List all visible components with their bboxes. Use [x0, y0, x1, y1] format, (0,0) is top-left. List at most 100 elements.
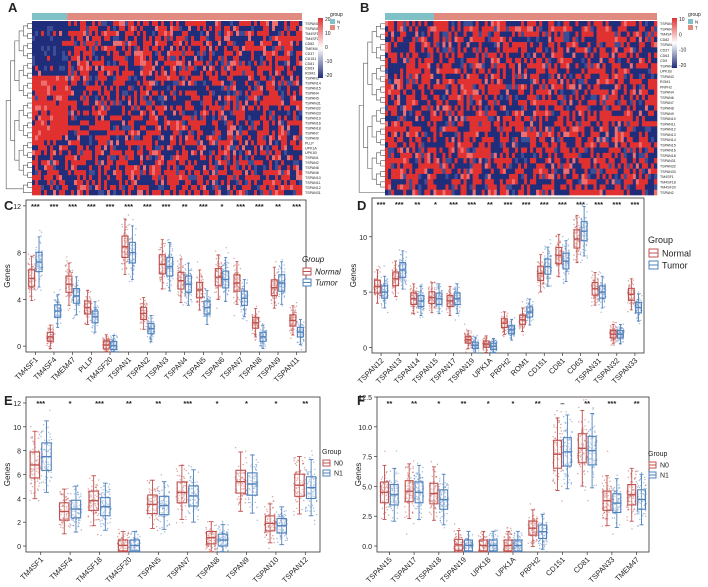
- heatmap-cell: [611, 21, 615, 27]
- heatmap-cell: [230, 40, 234, 47]
- heatmap-cell: [626, 100, 631, 106]
- dendrogram-branch: [27, 122, 32, 129]
- heatmap-cell: [50, 170, 54, 176]
- heatmap-cell: [236, 25, 240, 32]
- heatmap-cell: [41, 55, 45, 62]
- heatmap-cell: [173, 140, 177, 146]
- heatmap-cell: [281, 75, 285, 81]
- heatmap-cell: [173, 155, 177, 161]
- heatmap-cell: [47, 70, 51, 76]
- heatmap-cell: [41, 100, 45, 106]
- heatmap-cell: [122, 40, 126, 47]
- heatmap-cell: [457, 94, 461, 101]
- heatmap-cell: [605, 84, 609, 90]
- heatmap-cell: [451, 121, 455, 127]
- heatmap-cell: [487, 94, 492, 101]
- heatmap-cell: [554, 105, 558, 111]
- heatmap-cell: [77, 40, 81, 47]
- heatmap-cell: [38, 135, 42, 141]
- heatmap-cell: [427, 73, 431, 80]
- heatmap-cell: [296, 155, 300, 161]
- heatmap-cell: [59, 50, 63, 57]
- heatmap-cell: [251, 45, 255, 52]
- heatmap-cell: [62, 55, 66, 62]
- heatmap-cell: [89, 105, 93, 111]
- heatmap-cell: [164, 95, 168, 101]
- heatmap-cell: [77, 21, 81, 27]
- heatmap-cell: [221, 85, 225, 91]
- heatmap-cell: [260, 90, 264, 96]
- heatmap-cell: [32, 60, 36, 67]
- heatmap-cell: [116, 155, 120, 161]
- heatmap-cell: [499, 31, 504, 38]
- heatmap-cell: [218, 40, 222, 47]
- heatmap-cell: [110, 35, 114, 42]
- heatmap-cell: [197, 180, 201, 186]
- heatmap-cell: [514, 105, 519, 111]
- heatmap-cell: [215, 65, 219, 72]
- heatmap-cell: [194, 95, 198, 101]
- heatmap-cell: [578, 21, 582, 27]
- heatmap-cell: [451, 84, 455, 90]
- heatmap-cell: [454, 26, 458, 32]
- heatmap-cell: [557, 21, 561, 27]
- heatmap-cell: [224, 70, 228, 76]
- heatmap-cell: [590, 26, 594, 32]
- heatmap-cell: [98, 30, 102, 37]
- heatmap-cell: [230, 70, 234, 76]
- heatmap-cell: [170, 60, 174, 67]
- heatmap-cell: [125, 55, 129, 62]
- heatmap-cell: [542, 31, 546, 38]
- heatmap-cell: [257, 95, 261, 101]
- heatmap-cell: [65, 140, 69, 146]
- heatmap-cell: [563, 21, 567, 27]
- heatmap-cell: [412, 26, 416, 32]
- heatmap-cell: [602, 89, 606, 96]
- heatmap-cell: [644, 26, 649, 32]
- heatmap-cell: [173, 170, 177, 176]
- heatmap-cell: [191, 155, 195, 161]
- heatmap-cell: [32, 95, 36, 101]
- heatmap-cell: [68, 170, 72, 176]
- heatmap-cell: [185, 90, 189, 96]
- heatmap-cell: [137, 190, 141, 196]
- heatmap-cell: [218, 115, 222, 121]
- heatmap-cell: [299, 185, 303, 191]
- heatmap-cell: [53, 90, 57, 96]
- heatmap-cell: [290, 100, 294, 106]
- heatmap-cell: [290, 21, 294, 27]
- heatmap-cell: [427, 36, 431, 43]
- heatmap-cell: [614, 110, 619, 117]
- heatmap-cell: [122, 35, 126, 42]
- heatmap-cell: [191, 105, 195, 111]
- heatmap-cell: [47, 95, 51, 101]
- heatmap-cell: [119, 170, 123, 176]
- heatmap-cell: [260, 140, 264, 146]
- heatmap-cell: [421, 68, 425, 75]
- heatmap-cell: [418, 57, 422, 64]
- heatmap-cell: [71, 185, 75, 191]
- heatmap-cell: [35, 75, 39, 81]
- heatmap-cell: [86, 80, 90, 86]
- heatmap-cell: [527, 73, 531, 80]
- heatmap-cell: [442, 21, 446, 27]
- heatmap-cell: [626, 115, 631, 122]
- heatmap-cell: [502, 73, 507, 80]
- heatmap-cell: [122, 120, 126, 126]
- heatmap-cell: [35, 35, 39, 42]
- heatmap-cell: [442, 52, 446, 59]
- heatmap-cell: [566, 100, 570, 106]
- heatmap-cell: [424, 115, 428, 122]
- heatmap-cell: [182, 65, 186, 72]
- row-label: TSPAN9: [305, 136, 319, 140]
- heatmap-cell: [287, 45, 291, 52]
- heatmap-cell: [113, 170, 117, 176]
- heatmap-cell: [152, 150, 156, 156]
- heatmap-cell: [412, 52, 416, 59]
- heatmap-cell: [551, 63, 555, 69]
- heatmap-cell: [626, 94, 631, 101]
- heatmap-cell: [143, 90, 147, 96]
- heatmap-cell: [149, 105, 153, 111]
- heatmap-cell: [245, 135, 249, 141]
- heatmap-cell: [296, 30, 300, 37]
